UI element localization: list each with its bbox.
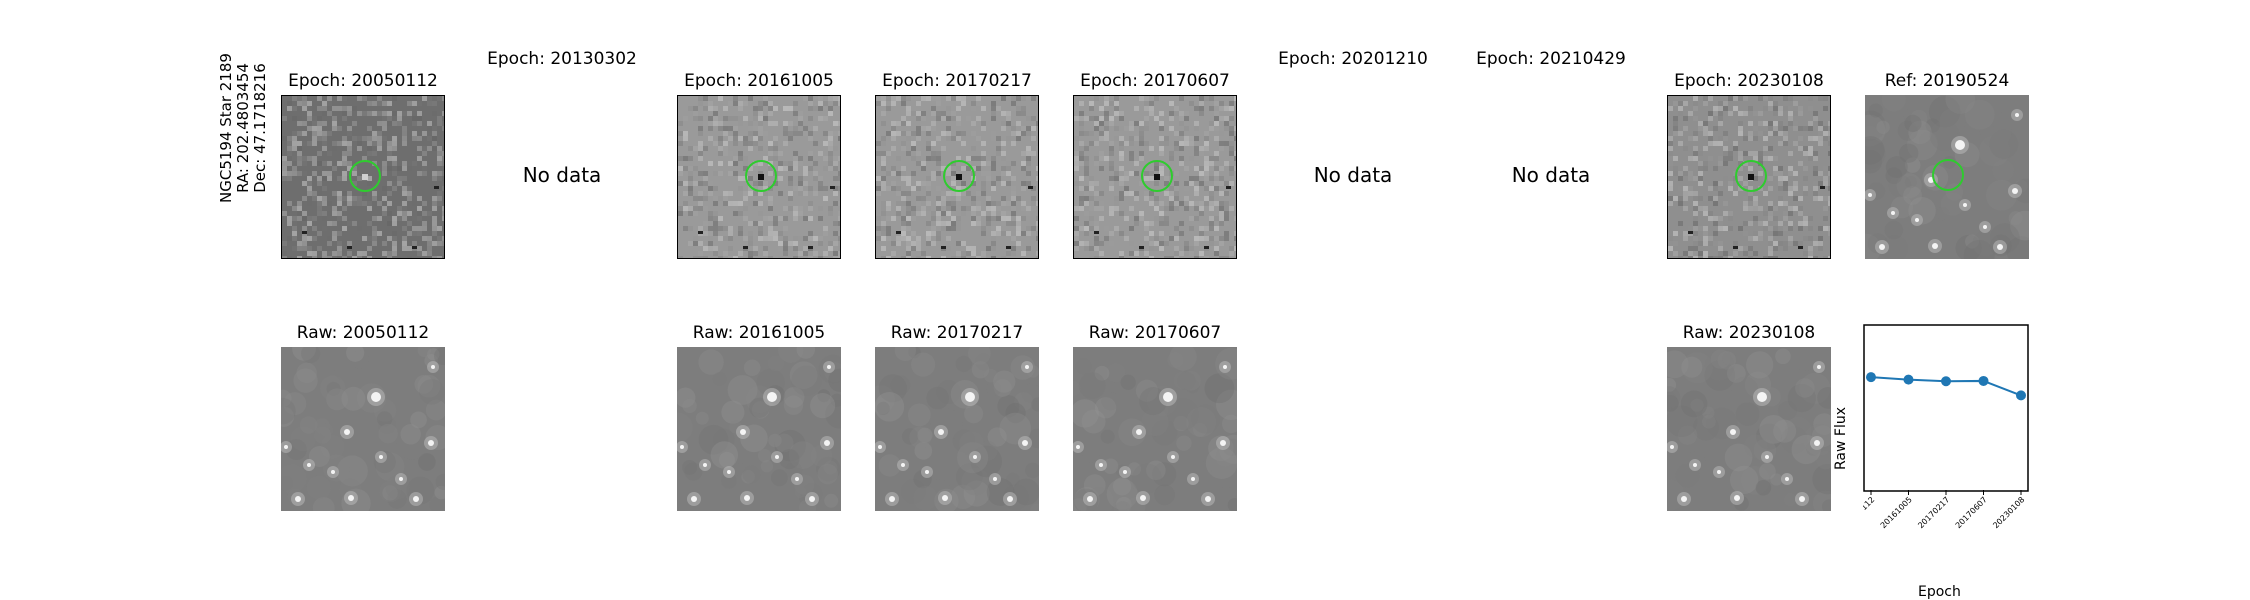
data-point: [1941, 376, 1951, 387]
diff-image-epoch-3: [677, 95, 841, 259]
x-tick-label: 20170217: [1916, 495, 1951, 530]
panel-title-epoch-1: Epoch: 20050112: [288, 71, 438, 91]
diff-image-epoch-5: [1073, 95, 1237, 259]
panel-title-epoch-8: Epoch: 20230108: [1674, 71, 1824, 91]
raw-title-3: Raw: 20170217: [890, 323, 1024, 343]
panel-title-epoch-6: Epoch: 20201210: [1278, 49, 1428, 69]
x-tick-label: 20170607: [1954, 495, 1989, 530]
raw-title-1: Raw: 20050112: [296, 323, 430, 343]
star-ra: RA: 202.4803454: [234, 63, 252, 193]
x-tick-label: 20161005: [1879, 495, 1914, 530]
light-curve-chart: 20050112 20161005 20170217 20170607 20230108: [1863, 324, 2029, 534]
no-data-epoch-2: No data: [522, 163, 602, 187]
star-dec: Dec: 47.1718216: [251, 63, 269, 193]
diff-image-epoch-4: [875, 95, 1039, 259]
raw-image-1: [281, 347, 445, 511]
data-point: [2016, 390, 2026, 401]
raw-title-2: Raw: 20161005: [692, 323, 826, 343]
x-axis-label: Epoch: [1918, 584, 1961, 600]
panel-title-epoch-5: Epoch: 20170607: [1080, 71, 1230, 91]
plot-frame: [1863, 324, 2029, 492]
x-tick-label: 20230108: [1991, 495, 2026, 530]
panel-title-epoch-2: Epoch: 20130302: [487, 49, 637, 69]
y-axis-label: Raw Flux: [1833, 407, 1849, 470]
raw-image-3: [875, 347, 1039, 511]
data-point: [1866, 372, 1876, 383]
star-label: NGC5194 Star 2189 RA: 202.4803454 Dec: 4…: [217, 8, 269, 248]
no-data-epoch-7: No data: [1511, 163, 1591, 187]
raw-title-5: Raw: 20230108: [1682, 323, 1816, 343]
x-tick-label: 20050112: [1863, 495, 1876, 530]
star-name: NGC5194 Star 2189: [217, 53, 235, 203]
diff-image-epoch-1: [281, 95, 445, 259]
raw-image-5: [1667, 347, 1831, 511]
raw-image-2: [677, 347, 841, 511]
panel-title-epoch-4: Epoch: 20170217: [882, 71, 1032, 91]
no-data-epoch-6: No data: [1313, 163, 1393, 187]
data-point: [1978, 375, 1989, 386]
panel-title-epoch-7: Epoch: 20210429: [1476, 49, 1626, 69]
panel-title-ref: Ref: 20190524: [1884, 71, 2010, 91]
reference-image: [1865, 95, 2029, 259]
data-point: [1903, 374, 1914, 385]
diff-image-epoch-8: [1667, 95, 1831, 259]
raw-image-4: [1073, 347, 1237, 511]
panel-title-epoch-3: Epoch: 20161005: [684, 71, 834, 91]
raw-title-4: Raw: 20170607: [1088, 323, 1222, 343]
